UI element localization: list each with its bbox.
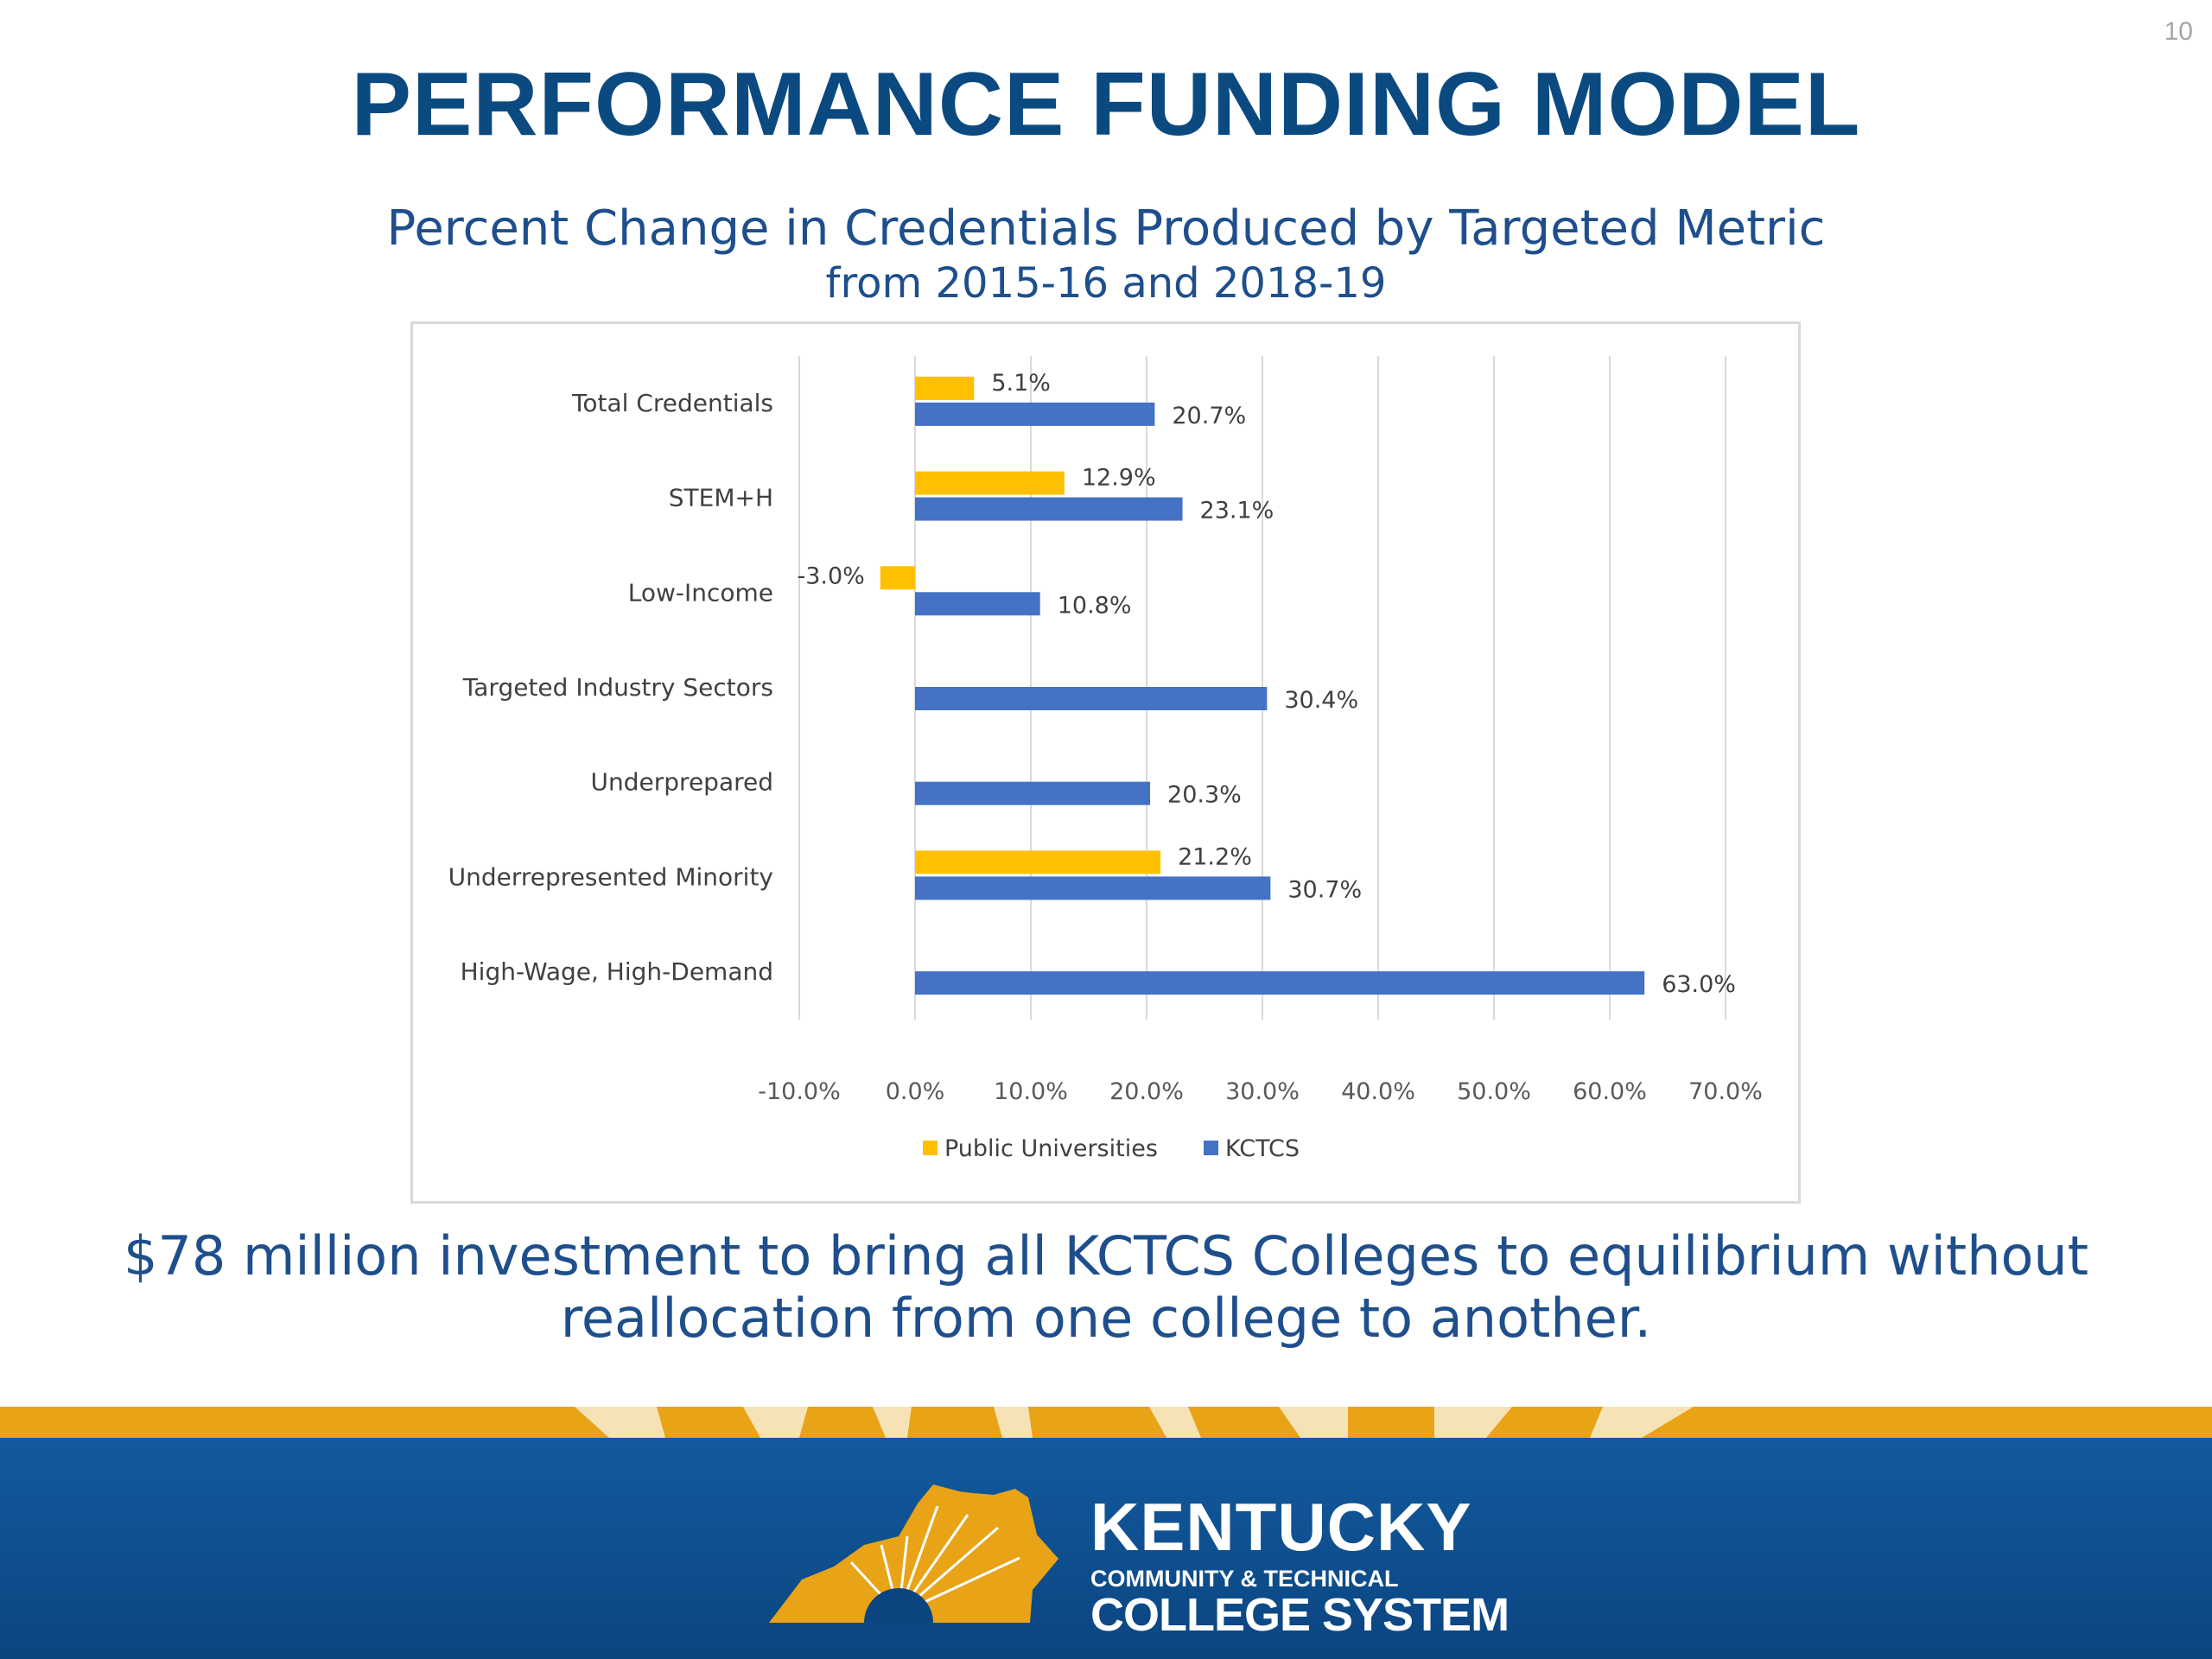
x-tick-label: -10.0% — [758, 1078, 841, 1105]
logo-line-2: COMMUNITY & TECHNICAL — [1090, 1566, 1399, 1592]
chart-title: Percent Change in Credentials Produced b… — [386, 200, 1826, 257]
x-tick-label: 0.0% — [886, 1078, 945, 1105]
footer-blue-band — [0, 1438, 2212, 1659]
x-tick-label: 60.0% — [1573, 1078, 1647, 1105]
bar-kctcs — [915, 687, 1268, 710]
footer-rays — [575, 1407, 1694, 1438]
bar-kctcs — [915, 592, 1040, 616]
category-label: Total Credentials — [571, 389, 773, 417]
x-tick-label: 30.0% — [1225, 1078, 1300, 1105]
data-label: 30.7% — [1287, 876, 1362, 903]
slide-title: PERFORMANCE FUNDING MODEL — [351, 54, 1861, 155]
category-label: High-Wage, High-Demand — [461, 957, 773, 986]
legend-label-kctcs: KCTCS — [1225, 1135, 1300, 1162]
footer-gold-stripe — [0, 1407, 2212, 1438]
bar-kctcs — [915, 781, 1151, 805]
chart-frame — [410, 321, 1801, 1204]
x-tick-label: 70.0% — [1688, 1078, 1763, 1105]
x-tick-label: 40.0% — [1341, 1078, 1415, 1105]
category-label: Underprepared — [591, 768, 773, 797]
slide-number: 10 — [2164, 17, 2193, 46]
data-label: 23.1% — [1200, 498, 1274, 524]
category-label: Targeted Industry Sectors — [462, 673, 773, 702]
category-label: Underrepresented Minority — [448, 862, 773, 891]
data-label: -3.0% — [797, 563, 864, 589]
caption: $78 million investment to bring all KCTC… — [0, 1225, 2212, 1350]
caption-line-1: $78 million investment to bring all KCTC… — [123, 1224, 2089, 1287]
caption-line-2: reallocation from one college to another… — [560, 1287, 1652, 1350]
x-tick-label: 50.0% — [1457, 1078, 1531, 1105]
data-label: 12.9% — [1082, 465, 1156, 492]
data-label: 5.1% — [991, 370, 1051, 397]
bar-kctcs — [915, 876, 1271, 900]
data-label: 20.7% — [1172, 403, 1246, 429]
chart-subtitle: from 2015-16 and 2018-19 — [825, 259, 1387, 308]
bar-public-universities — [915, 471, 1065, 495]
data-label: 10.8% — [1058, 592, 1132, 619]
footer-banner — [0, 1407, 2212, 1659]
data-label: 20.3% — [1167, 782, 1242, 809]
bar-kctcs — [915, 402, 1155, 426]
category-label: Low-Income — [628, 578, 773, 607]
x-tick-label: 10.0% — [994, 1078, 1068, 1105]
legend-swatch-kctcs — [1204, 1141, 1218, 1155]
x-tick-label: 20.0% — [1109, 1078, 1184, 1105]
category-label: STEM+H — [669, 484, 773, 512]
data-label: 21.2% — [1178, 843, 1252, 870]
bar-kctcs — [915, 497, 1183, 521]
bar-public-universities — [880, 566, 915, 590]
bar-kctcs — [915, 971, 1645, 995]
logo-line-3: COLLEGE SYSTEM — [1090, 1589, 1510, 1641]
bar-public-universities — [915, 850, 1161, 874]
bar-public-universities — [915, 376, 975, 400]
bar-chart: -10.0% 0.0% 10.0% 20.0% 30.0% 40.0% 50.0% 60.0%… — [448, 356, 1763, 1162]
legend-label-public-universities: Public Universities — [944, 1135, 1158, 1162]
kentucky-map-logo — [769, 1484, 1058, 1623]
legend-swatch-public-universities — [923, 1141, 938, 1155]
logo-line-1: KENTUCKY — [1090, 1489, 1472, 1565]
data-label: 63.0% — [1662, 971, 1736, 998]
logo-text: KENTUCKY COMMUNITY & TECHNICAL COLLEGE S… — [1090, 1489, 1510, 1641]
data-label: 30.4% — [1284, 687, 1358, 714]
